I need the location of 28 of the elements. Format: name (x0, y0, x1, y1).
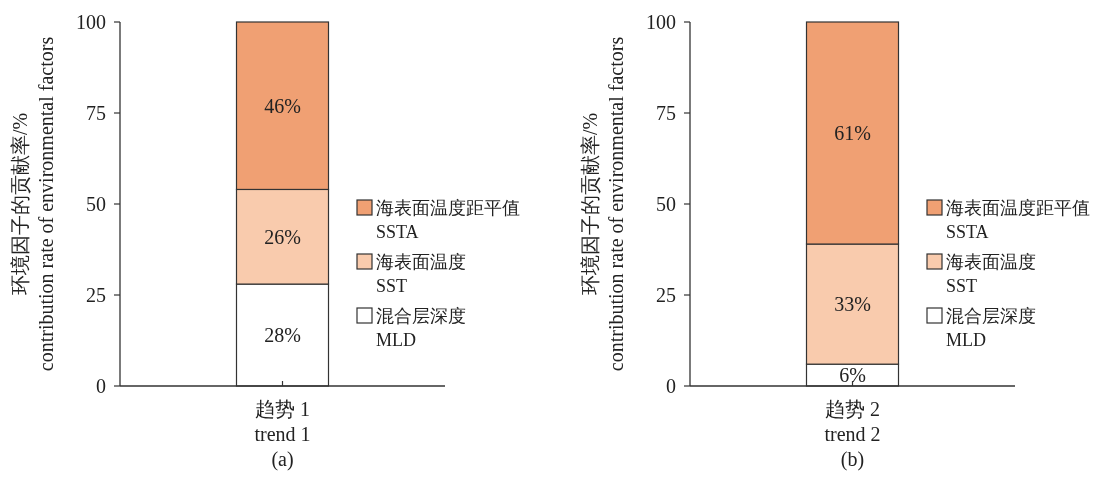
data-label: 61% (834, 122, 871, 145)
data-label: 6% (839, 364, 866, 387)
data-label: 26% (264, 225, 301, 248)
y-tick-label: 0 (666, 375, 676, 397)
y-tick-label: 50 (86, 193, 106, 215)
x-axis-title: (b) (840, 448, 865, 471)
legend-label: 混合层深度 MLD (946, 306, 1036, 350)
data-label: 28% (264, 324, 301, 347)
y-tick-label: 50 (656, 193, 676, 215)
legend-label: 海表面温度距平值 SSTA (376, 198, 520, 242)
y-axis-title: 环境因子的贡献率/% contribution rate of environmental factors (579, 36, 627, 372)
y-tick-label: 75 (86, 102, 106, 124)
y-tick-label: 0 (96, 375, 106, 397)
legend-label: 海表面温度 SST (946, 252, 1036, 296)
x-tick-label: 趋势 2 trend 2 (824, 398, 881, 445)
y-tick-label: 100 (646, 11, 676, 33)
x-axis-title: (a) (271, 448, 294, 471)
y-tick-label: 75 (656, 102, 676, 124)
y-axis-title: 环境因子的贡献率/% contribution rate of environmental factors (9, 36, 57, 372)
y-tick-label: 25 (86, 284, 106, 306)
data-label: 46% (264, 94, 301, 117)
legend-label: 海表面温度距平值 SSTA (946, 198, 1090, 242)
y-tick-label: 25 (656, 284, 676, 306)
legend-label: 海表面温度 SST (376, 252, 466, 296)
y-tick-label: 100 (76, 11, 106, 33)
legend-label: 混合层深度 MLD (376, 306, 466, 350)
x-tick-label: 趋势 1 trend 1 (254, 398, 311, 445)
data-label: 33% (834, 293, 871, 316)
